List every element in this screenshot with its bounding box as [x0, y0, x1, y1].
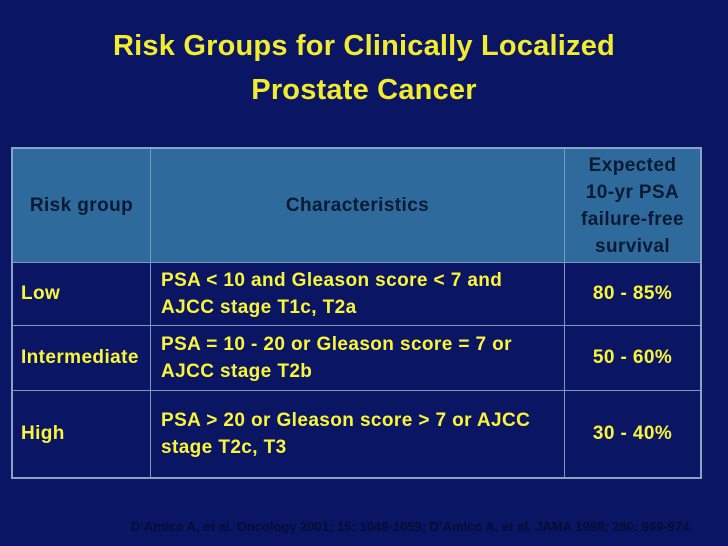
risk-groups-table: Risk group Characteristics Expected 10-y… — [11, 147, 702, 479]
title-line-2: Prostate Cancer — [251, 74, 477, 106]
cell-low-risk-group: Low — [13, 263, 150, 325]
header-label-characteristics: Characteristics — [285, 194, 430, 216]
citation: D’Amico A, et al. Oncology 2001; 15: 104… — [130, 519, 694, 534]
cell-high-characteristics: PSA > 20 or Gleason score > 7 or AJCC st… — [151, 391, 564, 477]
title-line-1: Risk Groups for Clinically Localized — [113, 30, 615, 62]
cell-intermediate-characteristics-line-1: PSA = 10 - 20 or Gleason score = 7 or — [161, 334, 512, 355]
slide-title: Risk Groups for Clinically Localized Pro… — [0, 24, 728, 112]
header-label-survival-line-3: failure-free — [580, 208, 684, 230]
header-label-survival-line-2: 10-yr PSA — [585, 181, 680, 203]
cell-low-characteristics-line-1: PSA < 10 and Gleason score < 7 and — [161, 270, 503, 291]
header-label-survival-line-1: Expected — [588, 154, 677, 176]
header-cell-risk-group: Risk group — [13, 149, 150, 262]
header-label-survival-line-4: survival — [594, 235, 671, 257]
cell-low-characteristics-line-2: AJCC stage T1c, T2a — [161, 297, 357, 318]
cell-high-survival: 30 - 40% — [565, 391, 700, 477]
header-cell-expected-survival: Expected 10-yr PSA failure-free survival — [565, 149, 700, 262]
cell-high-characteristics-line-2: stage T2c, T3 — [161, 437, 287, 458]
cell-intermediate-characteristics-line-2: AJCC stage T2b — [161, 361, 313, 382]
cell-low-characteristics: PSA < 10 and Gleason score < 7 and AJCC … — [151, 263, 564, 325]
cell-low-survival: 80 - 85% — [565, 263, 700, 325]
cell-high-characteristics-line-1: PSA > 20 or Gleason score > 7 or AJCC — [161, 410, 531, 431]
cell-intermediate-survival: 50 - 60% — [565, 326, 700, 390]
header-cell-characteristics: Characteristics — [151, 149, 564, 262]
cell-intermediate-risk-group: Intermediate — [13, 326, 150, 390]
cell-high-risk-group: High — [13, 391, 150, 477]
cell-intermediate-characteristics: PSA = 10 - 20 or Gleason score = 7 or AJ… — [151, 326, 564, 390]
header-label-risk-group: Risk group — [29, 194, 134, 216]
